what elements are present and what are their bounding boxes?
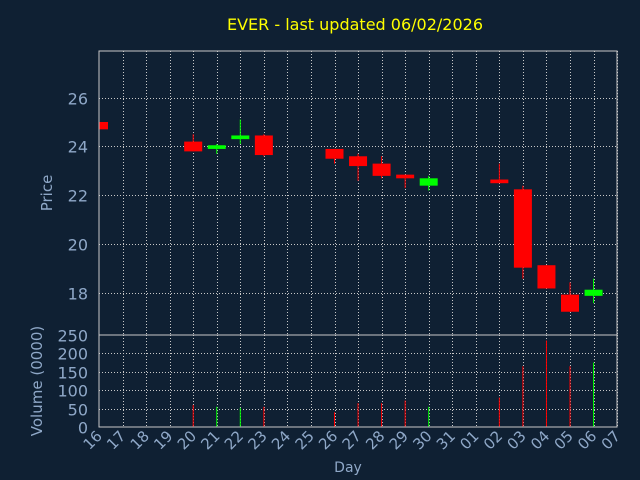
- price-tick-label: 26: [68, 90, 88, 109]
- candle-body: [419, 178, 438, 186]
- candle-body: [372, 163, 391, 176]
- volume-tick-label: 150: [57, 364, 88, 383]
- candle-body: [325, 148, 344, 159]
- volume-tick-label: 0: [78, 419, 88, 438]
- candle-body: [584, 289, 603, 296]
- volume-tick-label: 250: [57, 327, 88, 346]
- price-tick-label: 24: [68, 138, 88, 157]
- candle-body: [99, 122, 108, 130]
- candle-body: [537, 265, 556, 289]
- candlestick-series: [98, 119, 603, 312]
- price-tick-label: 18: [68, 285, 88, 304]
- price-gridlines: [99, 51, 618, 335]
- day-axis: 1617181920212223242526272829303101020304…: [80, 427, 624, 453]
- candle-body: [254, 135, 273, 156]
- volume-tick-label: 200: [57, 345, 88, 364]
- price-tick-label: 22: [68, 187, 88, 206]
- volume-panel-frame: [98, 334, 618, 428]
- candle-body: [207, 145, 226, 149]
- candle-body: [396, 174, 415, 179]
- volume-tick-label: 50: [68, 401, 88, 420]
- volume-tick-label: 100: [57, 382, 88, 401]
- volume-bars: [192, 340, 595, 427]
- candle-body: [561, 294, 579, 312]
- price-tick-label: 20: [68, 236, 88, 255]
- volume-gridlines: [99, 335, 618, 427]
- price-axis: 18 20 22 24 26: [68, 90, 88, 304]
- chart-title: EVER - last updated 06/02/2026: [227, 15, 483, 34]
- candle-body: [490, 179, 509, 184]
- candle-body: [231, 135, 250, 140]
- volume-axis-label: Volume (0000): [28, 326, 46, 436]
- candle-body: [349, 156, 368, 167]
- candle-body: [184, 141, 203, 152]
- price-axis-label: Price: [38, 175, 56, 212]
- candle-body: [513, 189, 532, 268]
- day-axis-label: Day: [334, 460, 362, 476]
